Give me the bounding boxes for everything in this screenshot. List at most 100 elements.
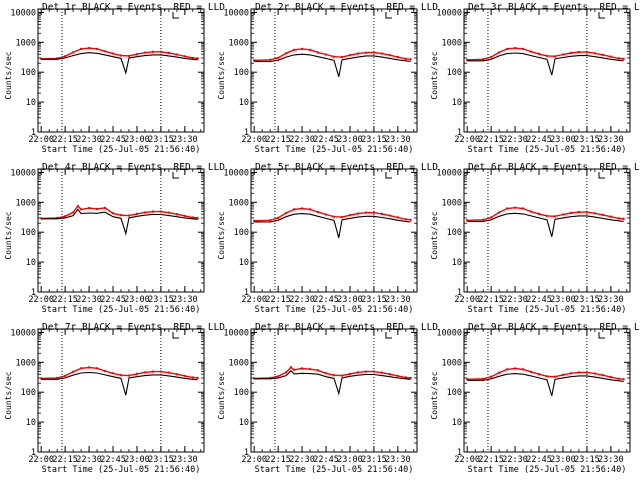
y-tick-label: 1 (457, 288, 462, 298)
panel-det-5: Det 5r BLACK = Events, RED = LLD 1 10 100 10… (217, 162, 438, 315)
lld-point (593, 52, 597, 55)
x-tick-label: 22:00 (454, 455, 480, 465)
x-tick-label: 23:30 (172, 135, 198, 145)
lld-point (545, 375, 549, 378)
series-lld (41, 366, 198, 380)
lld-point (276, 375, 280, 378)
y-tick-label: 1 (244, 288, 249, 298)
lld-point (364, 51, 368, 54)
y-tick-label: 10 (452, 98, 462, 108)
lld-point (513, 206, 517, 209)
lld-point (63, 55, 67, 58)
x-tick-label: 23:15 (361, 135, 387, 145)
lld-point (79, 47, 83, 51)
series-lld (254, 48, 411, 61)
x-tick-label: 22:30 (289, 135, 315, 145)
x-tick-label: 22:15 (52, 295, 78, 305)
x-tick-label: 22:00 (241, 135, 267, 145)
series-events (254, 53, 411, 77)
lld-point (545, 54, 549, 58)
lld-point (481, 218, 485, 221)
lld-point (308, 367, 312, 371)
lld-point (175, 373, 179, 376)
lld-point (529, 50, 533, 53)
plot-frame (37, 328, 205, 453)
lld-point (79, 367, 83, 370)
lld-point (364, 211, 368, 214)
x-axis-label: Start Time (25-Jul-05 21:56:40) (468, 305, 627, 315)
lld-point (268, 219, 272, 222)
y-axis-label: Counts/sec (430, 371, 439, 419)
lld-point (348, 54, 352, 57)
lld-point (183, 214, 187, 218)
x-tick-label: 22:00 (241, 455, 267, 465)
y-tick-label: 1 (244, 128, 249, 138)
x-tick-label: 23:00 (550, 455, 576, 465)
lld-point (617, 217, 621, 220)
series-lld (467, 367, 624, 380)
lld-point (135, 53, 139, 56)
y-axis-label: Counts/sec (430, 51, 439, 99)
lld-point (103, 50, 107, 53)
series-events (467, 212, 624, 237)
x-tick-label: 23:15 (361, 455, 387, 465)
lld-point (87, 46, 91, 50)
x-tick-label: 23:15 (148, 455, 174, 465)
lld-point (409, 58, 412, 61)
lld-point (76, 204, 80, 208)
y-tick-label: 10 (26, 418, 36, 428)
y-tick-label: 10000 (10, 168, 36, 178)
lld-point (292, 48, 296, 52)
y-tick-label: 10 (239, 258, 249, 268)
lld-point (196, 376, 199, 380)
lld-point (127, 54, 131, 58)
x-tick-label: 22:00 (454, 135, 480, 145)
lld-point (300, 367, 304, 370)
x-tick-label: 23:15 (361, 295, 387, 305)
panel-title: Det 8r BLACK = Events, RED = LLD (255, 322, 438, 333)
x-axis-label: Start Time (25-Jul-05 21:56:40) (255, 145, 414, 155)
corner-mark (385, 12, 392, 19)
y-tick-label: 1 (31, 128, 36, 138)
lld-point (292, 208, 296, 211)
x-tick-label: 22:00 (28, 455, 54, 465)
lld-point (601, 374, 605, 377)
lld-point (497, 211, 501, 214)
lld-point (95, 367, 99, 370)
x-tick-label: 22:30 (502, 295, 528, 305)
series-lld (254, 207, 411, 222)
x-tick-label: 22:45 (526, 135, 552, 145)
y-tick-label: 10000 (10, 328, 36, 338)
lld-point (119, 214, 123, 217)
lld-point (276, 216, 280, 220)
lld-point (300, 47, 304, 51)
plot-frame (37, 168, 205, 293)
x-tick-label: 22:15 (52, 135, 78, 145)
y-tick-label: 1000 (229, 198, 249, 208)
lld-point (364, 370, 368, 373)
x-tick-label: 22:45 (313, 295, 339, 305)
lld-point (151, 210, 155, 213)
y-tick-label: 100 (21, 228, 36, 238)
lld-point (505, 47, 509, 51)
y-axis-label: Counts/sec (217, 211, 226, 259)
lld-point (409, 376, 412, 380)
plot-frame (463, 328, 631, 453)
lld-point (521, 47, 525, 51)
lld-point (577, 50, 581, 54)
lld-point (284, 52, 288, 55)
lld-point (95, 47, 99, 51)
panel-title: Det 9r BLACK = Events, RED = LLD (468, 322, 640, 333)
x-tick-label: 23:00 (124, 455, 150, 465)
panel-det-7: Det 7r BLACK = Events, RED = LLD 1 10 100 10… (4, 322, 225, 475)
lld-point (513, 367, 517, 370)
series-events (41, 52, 198, 75)
lld-point (577, 371, 581, 374)
lld-point (561, 213, 565, 216)
y-tick-label: 1000 (442, 38, 462, 48)
x-tick-label: 22:45 (100, 135, 126, 145)
lld-point (372, 211, 376, 214)
lld-point (332, 374, 336, 377)
lld-point (175, 53, 179, 56)
y-tick-label: 10 (26, 98, 36, 108)
